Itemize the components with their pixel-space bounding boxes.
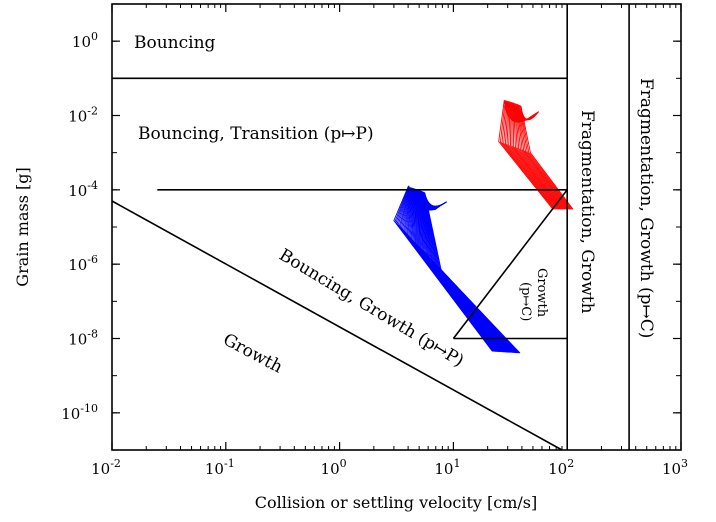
y-tick-label: 10-10	[61, 402, 98, 423]
y-tick-label: 100	[72, 30, 98, 51]
series-0-trajectory	[424, 192, 521, 354]
region-fragmentation-growth: Fragmentation, Growth	[577, 110, 597, 314]
region-growth-pc-line1: Growth	[534, 268, 549, 318]
x-tick-label: 101	[434, 457, 460, 478]
x-tick-label: 10-2	[91, 457, 121, 478]
boundary-line-4	[111, 200, 563, 451]
x-tick-label: 103	[662, 457, 688, 478]
region-labels: Bouncing Bouncing, Transition (p↦P) Grow…	[134, 33, 656, 378]
y-axis-label: Grain mass [g]	[13, 167, 32, 286]
x-tick-label: 102	[548, 457, 574, 478]
y-tick-label: 10-8	[68, 328, 98, 349]
x-tick-label: 100	[321, 457, 347, 478]
x-tick-label: 10-1	[205, 457, 235, 478]
series-1-trajectory	[520, 105, 574, 210]
y-tick-label: 10-4	[68, 179, 98, 200]
y-tick-label: 10-2	[68, 105, 98, 126]
region-fragmentation-growth-pc: Fragmentation, Growth (p↦C)	[636, 78, 656, 338]
x-axis-label: Collision or settling velocity [cm/s]	[255, 493, 537, 512]
boundary-line-5	[452, 189, 568, 339]
region-growth: Growth	[220, 330, 286, 378]
boundary-layer	[111, 4, 630, 451]
y-tick-label: 10-6	[68, 253, 98, 274]
region-bouncing-transition: Bouncing, Transition (p↦P)	[138, 124, 374, 144]
region-bouncing: Bouncing	[134, 33, 216, 53]
region-growth-pc-line2: (p↦C)	[518, 282, 533, 321]
